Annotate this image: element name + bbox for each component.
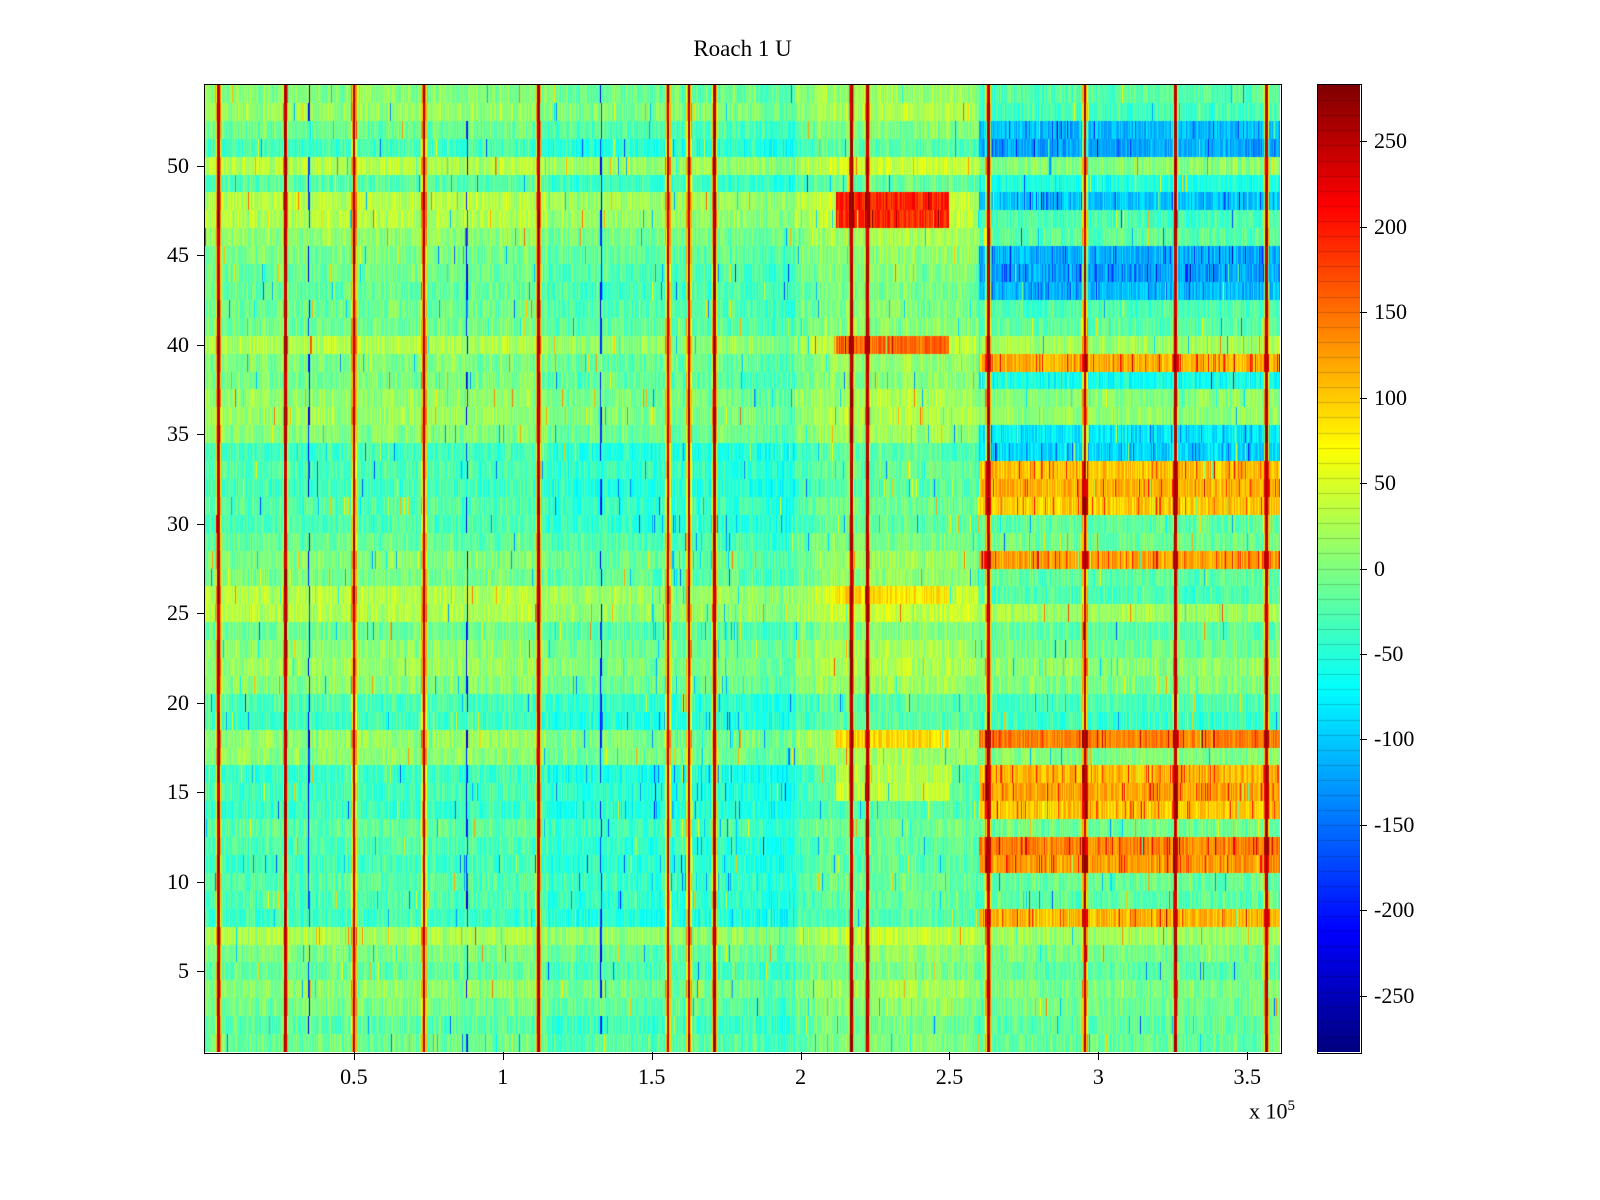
x-axis-tick-label: 3.5 — [1233, 1064, 1261, 1089]
colorbar-tick-label: 200 — [1374, 213, 1407, 239]
y-axis-tick-label: 25 — [167, 600, 189, 626]
colorbar-tickmark — [1360, 226, 1367, 228]
y-axis-tick-label: 35 — [167, 421, 189, 447]
y-axis-tickmark — [197, 434, 205, 436]
colorbar-tick-label: 150 — [1374, 299, 1407, 325]
x-axis-tick-label: 0.5 — [340, 1064, 368, 1089]
x-axis-tickmark — [651, 1052, 653, 1060]
y-axis-tickmark — [197, 613, 205, 615]
colorbar-canvas — [1318, 85, 1360, 1052]
colorbar-tickmark — [1360, 568, 1367, 570]
colorbar-tickmark — [1360, 397, 1367, 399]
x-axis-tick-label: 2.5 — [935, 1064, 964, 1089]
y-axis-tickmark — [197, 523, 205, 525]
colorbar-tick-label: -250 — [1374, 982, 1415, 1008]
colorbar-tick-label: -150 — [1374, 811, 1415, 837]
y-axis-tickmark — [197, 881, 205, 883]
y-axis-tick-label: 5 — [178, 958, 189, 984]
y-axis-tick-label: 30 — [167, 510, 189, 536]
y-axis-tick-label: 40 — [167, 331, 189, 357]
y-axis-tickmark — [197, 165, 205, 167]
colorbar-tick-label: 0 — [1374, 555, 1385, 581]
colorbar-tickmark — [1360, 910, 1367, 912]
y-axis-tickmark — [197, 255, 205, 257]
colorbar-tick-label: -100 — [1374, 726, 1415, 752]
x-axis-tickmark — [1098, 1052, 1100, 1060]
colorbar-tickmark — [1360, 653, 1367, 655]
y-axis-tick-label: 10 — [167, 868, 189, 894]
colorbar-tick-label: 50 — [1374, 470, 1396, 496]
x-axis-tick-label: 3 — [1092, 1064, 1104, 1089]
x-scale-label: x 105 — [1195, 1098, 1295, 1124]
x-axis-tickmark — [800, 1052, 802, 1060]
colorbar-tickmark — [1360, 141, 1367, 143]
colorbar-tickmark — [1360, 824, 1367, 826]
colorbar-tick-label: -200 — [1374, 897, 1415, 923]
colorbar-tick-label: -50 — [1374, 640, 1404, 666]
x-scale-exponent: 5 — [1287, 1098, 1296, 1114]
plot-title: Roach 1 U — [693, 36, 792, 61]
y-axis-tickmark — [197, 792, 205, 794]
x-axis-tickmark — [353, 1052, 355, 1060]
y-axis-tickmark — [197, 344, 205, 346]
x-axis-tickmark — [1247, 1052, 1249, 1060]
x-axis-tick-label: 2 — [795, 1064, 807, 1089]
colorbar-tick-label: 250 — [1374, 128, 1407, 154]
x-axis-tickmark — [502, 1052, 504, 1060]
y-axis-tick-label: 45 — [167, 242, 189, 268]
colorbar-tickmark — [1360, 312, 1367, 314]
y-axis-tick-label: 15 — [167, 779, 189, 805]
x-axis-tick-label: 1 — [497, 1064, 509, 1089]
colorbar-tick-label: 100 — [1374, 384, 1407, 410]
y-axis-tickmark — [197, 702, 205, 704]
colorbar-tickmark — [1360, 483, 1367, 485]
heatmap-canvas — [205, 85, 1280, 1052]
x-axis-tick-label: 1.5 — [637, 1064, 666, 1089]
x-scale-prefix: x 10 — [1249, 1098, 1288, 1124]
colorbar-tickmark — [1360, 995, 1367, 997]
y-axis-tickmark — [197, 971, 205, 973]
y-axis-tick-label: 50 — [167, 152, 189, 178]
y-axis-tick-label: 20 — [167, 689, 189, 715]
colorbar-tickmark — [1360, 739, 1367, 741]
x-axis-tickmark — [949, 1052, 951, 1060]
